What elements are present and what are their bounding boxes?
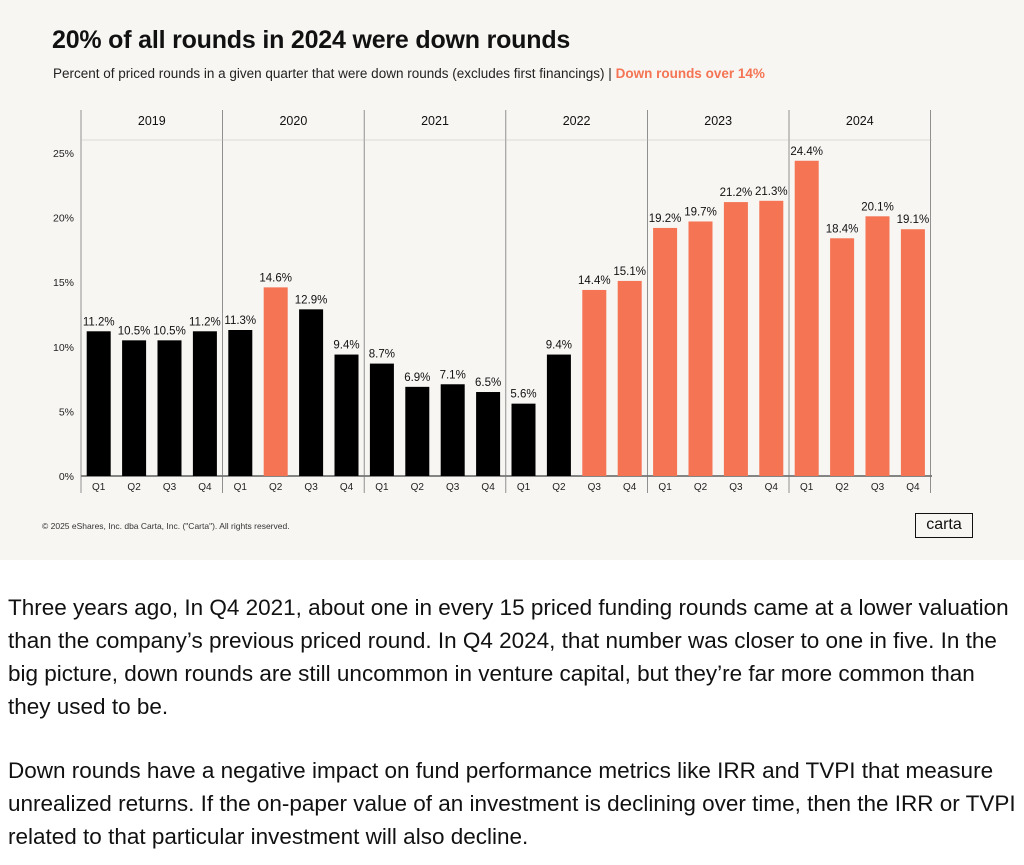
bar-value-label: 19.2% bbox=[649, 213, 682, 225]
y-tick-label: 25% bbox=[53, 148, 74, 160]
bar bbox=[653, 227, 678, 476]
bar-value-label: 19.1% bbox=[897, 214, 930, 226]
x-tick-label: Q2 bbox=[127, 482, 141, 493]
x-tick-label: Q2 bbox=[269, 482, 283, 493]
year-label: 2019 bbox=[138, 114, 166, 128]
x-tick-label: Q2 bbox=[411, 482, 425, 493]
bar bbox=[334, 354, 359, 476]
bar bbox=[688, 221, 713, 476]
bar-value-label: 6.9% bbox=[404, 372, 430, 384]
bar-value-label: 15.1% bbox=[613, 266, 646, 278]
bar-value-label: 24.4% bbox=[790, 146, 823, 158]
bar bbox=[546, 354, 571, 476]
bar bbox=[830, 238, 855, 476]
bar-value-label: 6.5% bbox=[475, 377, 501, 389]
x-tick-label: Q1 bbox=[234, 482, 248, 493]
bar bbox=[582, 289, 607, 476]
x-tick-label: Q3 bbox=[446, 482, 460, 493]
article-paragraph-1: Three years ago, In Q4 2021, about one i… bbox=[8, 595, 1009, 719]
bar bbox=[405, 386, 430, 476]
bar bbox=[865, 216, 890, 477]
copyright-footer: © 2025 eShares, Inc. dba Carta, Inc. ("C… bbox=[42, 521, 290, 531]
y-tick-label: 10% bbox=[53, 342, 74, 354]
bar bbox=[723, 202, 748, 476]
bar-value-label: 14.4% bbox=[578, 275, 611, 287]
bar bbox=[192, 331, 217, 476]
chart-title: 20% of all rounds in 2024 were down roun… bbox=[52, 26, 571, 54]
bar-value-label: 19.7% bbox=[684, 206, 717, 218]
bar bbox=[299, 309, 324, 476]
carta-logo: carta bbox=[915, 513, 973, 538]
bar-chart: 2019 2020 2021 2022 2023 2024 0% 5% 10% 15% 20% 25%… bbox=[53, 110, 932, 493]
year-label: 2024 bbox=[846, 114, 874, 128]
x-tick-label: Q3 bbox=[588, 482, 602, 493]
bar-value-label: 5.6% bbox=[510, 389, 536, 401]
bar-value-label: 9.4% bbox=[333, 340, 359, 352]
x-tick-label: Q4 bbox=[906, 482, 920, 493]
x-tick-label: Q3 bbox=[729, 482, 743, 493]
x-tick-label: Q2 bbox=[552, 482, 566, 493]
x-tick-label: Q4 bbox=[198, 482, 212, 493]
bar bbox=[900, 229, 925, 476]
x-tick-label: Q1 bbox=[517, 482, 531, 493]
bar-value-label: 14.6% bbox=[259, 272, 292, 284]
bar bbox=[86, 331, 111, 476]
bar-value-label: 11.2% bbox=[189, 316, 221, 328]
year-label: 2020 bbox=[279, 114, 307, 128]
chart-subtitle-text: Percent of priced rounds in a given quar… bbox=[53, 66, 612, 81]
x-tick-label: Q4 bbox=[765, 482, 779, 493]
y-tick-label: 0% bbox=[59, 471, 74, 483]
bar-value-label: 18.4% bbox=[826, 223, 859, 235]
bar bbox=[228, 330, 253, 476]
x-tick-label: Q4 bbox=[481, 482, 495, 493]
y-tick-label: 5% bbox=[59, 406, 74, 418]
bar bbox=[157, 340, 182, 476]
bar-value-label: 10.5% bbox=[118, 325, 151, 337]
bar-value-label: 20.1% bbox=[861, 201, 894, 213]
bar-value-label: 10.5% bbox=[153, 325, 186, 337]
bar bbox=[511, 403, 536, 476]
chart-subtitle: Percent of priced rounds in a given quar… bbox=[53, 66, 765, 81]
year-label: 2023 bbox=[704, 114, 732, 128]
x-tick-label: Q4 bbox=[623, 482, 637, 493]
x-tick-label: Q1 bbox=[375, 482, 389, 493]
x-tick-label: Q1 bbox=[658, 482, 672, 493]
bar-value-label: 11.2% bbox=[83, 316, 115, 328]
bar-value-label: 21.2% bbox=[720, 187, 753, 199]
bar bbox=[122, 340, 147, 476]
year-label: 2022 bbox=[563, 114, 591, 128]
bar bbox=[617, 280, 642, 476]
bar-value-label: 12.9% bbox=[295, 294, 328, 306]
y-tick-label: 20% bbox=[53, 213, 74, 225]
bar-value-label: 21.3% bbox=[755, 186, 788, 198]
bar-value-label: 9.4% bbox=[546, 340, 572, 352]
bar-value-label: 8.7% bbox=[369, 349, 395, 361]
bar bbox=[369, 363, 394, 476]
x-tick-label: Q4 bbox=[340, 482, 354, 493]
bar bbox=[263, 287, 288, 476]
article-paragraph-2: Down rounds have a negative impact on fu… bbox=[8, 758, 1016, 849]
x-tick-label: Q3 bbox=[304, 482, 318, 493]
y-tick-label: 15% bbox=[53, 277, 74, 289]
x-tick-label: Q3 bbox=[871, 482, 885, 493]
chart-subtitle-highlight: Down rounds over 14% bbox=[615, 66, 765, 81]
bar bbox=[476, 392, 501, 476]
bar-value-label: 11.3% bbox=[224, 315, 256, 327]
x-tick-label: Q3 bbox=[163, 482, 177, 493]
x-tick-label: Q2 bbox=[835, 482, 849, 493]
x-tick-label: Q1 bbox=[800, 482, 814, 493]
bar-value-label: 7.1% bbox=[440, 369, 466, 381]
bar bbox=[440, 384, 465, 476]
year-label: 2021 bbox=[421, 114, 449, 128]
x-tick-label: Q2 bbox=[694, 482, 708, 493]
bar bbox=[759, 200, 784, 476]
chart-card: 20% of all rounds in 2024 were down roun… bbox=[0, 0, 1024, 560]
x-tick-label: Q1 bbox=[92, 482, 106, 493]
bar bbox=[794, 160, 819, 476]
